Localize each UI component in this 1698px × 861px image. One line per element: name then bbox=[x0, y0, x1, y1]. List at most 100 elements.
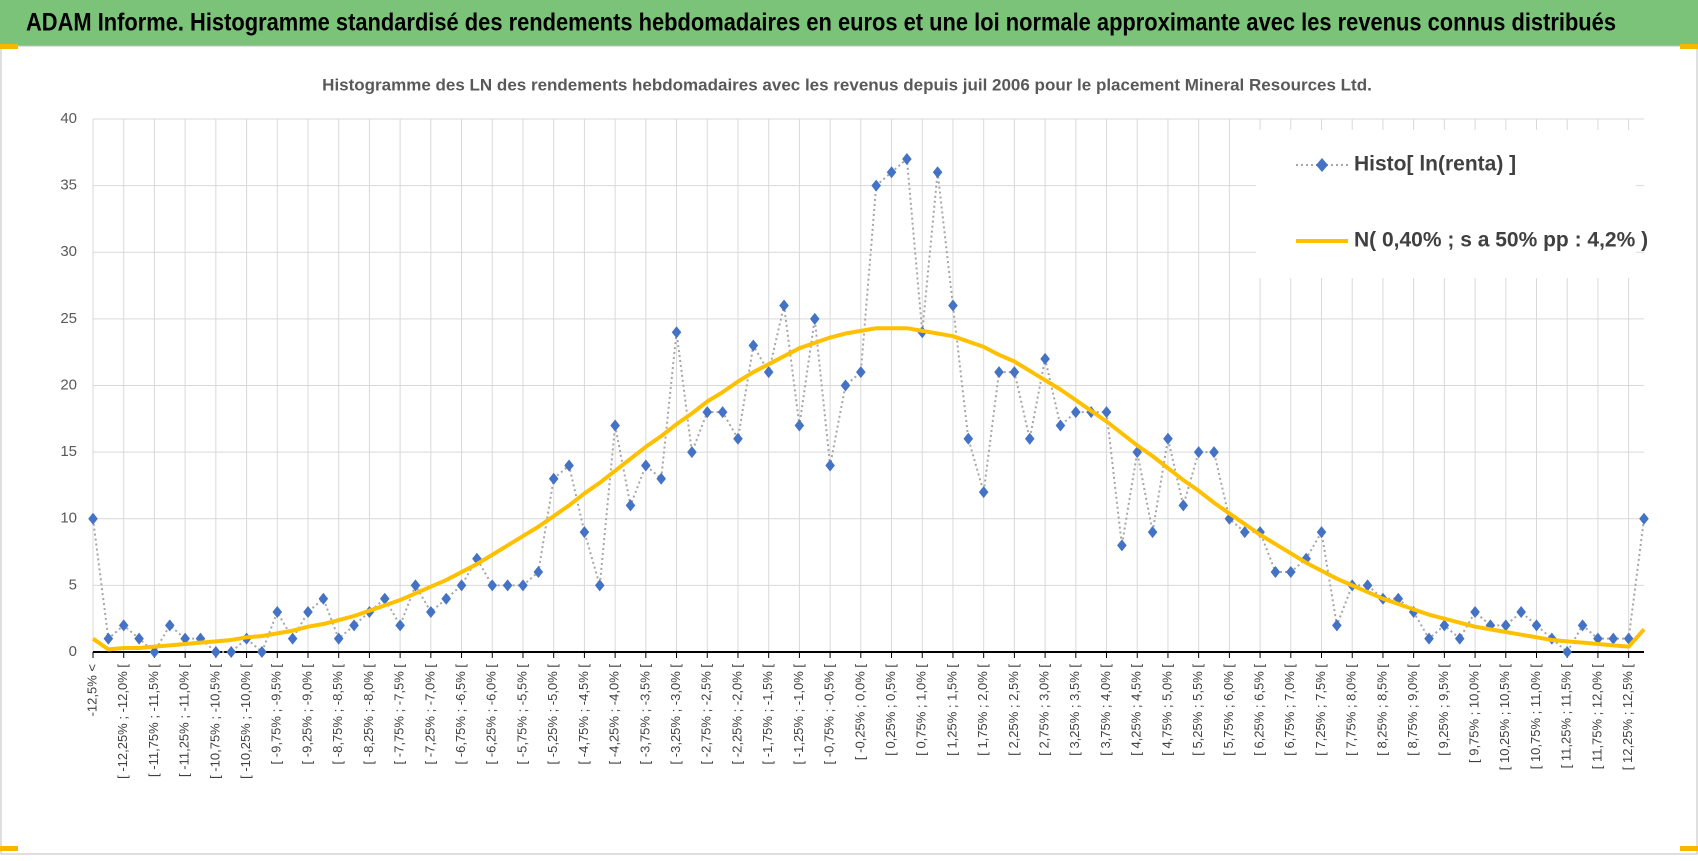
data-point bbox=[318, 592, 329, 605]
x-tick-label: [ -8,75% ; -8,5% [ bbox=[330, 664, 345, 765]
data-point bbox=[1362, 579, 1373, 592]
data-point bbox=[1470, 606, 1480, 619]
x-tick-label: [ 3,25% ; 3,5% [ bbox=[1067, 664, 1082, 756]
data-point bbox=[763, 366, 774, 379]
x-tick-label: [ 5,75% ; 6,0% [ bbox=[1221, 664, 1236, 756]
data-point bbox=[1024, 432, 1035, 445]
x-tick-label: [ 1,75% ; 2,0% [ bbox=[975, 664, 990, 756]
x-tick-label: [ 4,25% ; 4,5% [ bbox=[1129, 664, 1144, 756]
y-tick-label: 40 bbox=[60, 110, 77, 127]
data-point bbox=[1163, 432, 1173, 445]
y-tick-label: 20 bbox=[60, 376, 77, 393]
data-point bbox=[1531, 619, 1542, 632]
x-tick-label: [ -1,25% ; -1,0% [ bbox=[791, 664, 806, 765]
data-point bbox=[687, 446, 697, 459]
x-tick-label: [ 9,25% ; 9,5% [ bbox=[1436, 664, 1451, 756]
corner bbox=[1680, 44, 1698, 49]
data-point bbox=[1178, 499, 1189, 512]
y-tick-label: 35 bbox=[60, 177, 77, 194]
series-line bbox=[91, 326, 1646, 652]
x-tick-label: [ -2,75% ; -2,5% [ bbox=[699, 664, 714, 765]
x-tick-label: [ -4,25% ; -4,0% [ bbox=[607, 664, 622, 765]
x-tick-label: [ 4,75% ; 5,0% [ bbox=[1159, 664, 1174, 756]
data-point bbox=[410, 579, 421, 592]
x-tick-label: [ 5,25% ; 5,5% [ bbox=[1190, 664, 1205, 756]
x-tick-label: [ 12,25% ; 12,5% [ bbox=[1620, 664, 1635, 771]
data-point bbox=[533, 566, 544, 579]
data-point bbox=[671, 326, 682, 339]
data-point bbox=[548, 472, 559, 485]
data-point bbox=[303, 606, 313, 619]
data-point bbox=[272, 606, 283, 619]
data-point bbox=[349, 619, 359, 632]
data-point bbox=[1516, 606, 1526, 619]
data-point bbox=[487, 579, 498, 592]
data-point bbox=[1500, 619, 1511, 632]
data-point bbox=[840, 379, 851, 392]
data-point bbox=[886, 166, 897, 179]
x-tick-label: [ 7,25% ; 7,5% [ bbox=[1313, 664, 1328, 756]
data-point bbox=[118, 619, 129, 632]
data-point bbox=[226, 646, 237, 658]
data-point bbox=[1270, 566, 1281, 579]
x-tick-label: [ -9,25% ; -9,0% [ bbox=[299, 664, 314, 765]
data-point bbox=[656, 472, 666, 485]
y-tick-label: 10 bbox=[60, 510, 77, 527]
x-tick-label: [ 8,75% ; 9,0% [ bbox=[1405, 664, 1420, 756]
data-point bbox=[702, 406, 713, 419]
x-tick-label: [ -11,75% ; -11,5% [ bbox=[146, 664, 161, 777]
x-tick-label: [ 0,75% ; 1,0% [ bbox=[914, 664, 929, 756]
x-tick-label: [ 0,25% ; 0,5% [ bbox=[883, 664, 898, 756]
data-point bbox=[1193, 446, 1204, 459]
data-point bbox=[1055, 419, 1066, 432]
legend-label: Histo[ ln(renta) ] bbox=[1354, 153, 1516, 176]
data-point bbox=[779, 299, 789, 312]
y-tick-label: 5 bbox=[69, 576, 77, 593]
x-tick-label: [ 3,75% ; 4,0% [ bbox=[1098, 664, 1113, 756]
data-point bbox=[1608, 632, 1619, 645]
data-point bbox=[579, 526, 590, 539]
x-tick-label: [ 11,75% ; 12,0% [ bbox=[1589, 664, 1604, 770]
x-tick-label: [ -11,25% ; -11,0% [ bbox=[177, 664, 192, 777]
data-point bbox=[794, 419, 805, 432]
data-point bbox=[809, 312, 820, 325]
data-point bbox=[1562, 646, 1573, 658]
corner bbox=[0, 846, 18, 851]
x-tick-label: [ -0,75% ; -0,5% [ bbox=[822, 664, 837, 765]
x-tick-label: [ -4,75% ; -4,5% [ bbox=[576, 664, 591, 765]
data-point bbox=[994, 366, 1004, 379]
x-tick-label: [ -10,75% ; -10,5% [ bbox=[207, 664, 222, 779]
data-point bbox=[1286, 566, 1296, 579]
x-tick-label: [ 11,25% ; 11,5% [ bbox=[1559, 664, 1574, 769]
legend-box bbox=[1256, 130, 1636, 278]
x-tick-label: [ -7,25% ; -7,0% [ bbox=[422, 664, 437, 765]
data-point bbox=[1239, 526, 1250, 539]
data-point bbox=[1040, 352, 1050, 365]
x-tick-label: [ -5,75% ; -5,5% [ bbox=[514, 664, 529, 765]
data-point bbox=[825, 459, 835, 472]
x-tick-label: [ 6,25% ; 6,5% [ bbox=[1252, 664, 1267, 756]
x-tick-label: [ -8,25% ; -8,0% [ bbox=[361, 664, 376, 765]
corner bbox=[0, 44, 18, 49]
x-tick-label: [ -10,25% ; -10,0% [ bbox=[238, 664, 253, 779]
x-tick-label: [ -9,75% ; -9,5% [ bbox=[269, 664, 284, 765]
x-tick-label: [ -12,25% ; -12,0% [ bbox=[115, 664, 130, 779]
legend-label: N( 0,40% ; s a 50% pp : 4,2% ) bbox=[1354, 229, 1648, 252]
x-tick-label: [ -6,25% ; -6,0% [ bbox=[484, 664, 499, 765]
data-point bbox=[502, 579, 513, 592]
data-point bbox=[733, 432, 743, 445]
series-line bbox=[92, 157, 1645, 653]
x-tick-label: [ 9,75% ; 10,0% [ bbox=[1467, 664, 1482, 763]
y-tick-label: 15 bbox=[60, 443, 77, 460]
x-tick-label: [ -7,75% ; -7,5% [ bbox=[392, 664, 407, 765]
x-tick-label: [ -1,75% ; -1,5% [ bbox=[760, 664, 775, 765]
data-point bbox=[932, 166, 943, 179]
data-point bbox=[717, 406, 728, 419]
x-tick-label: [ 8,25% ; 8,5% [ bbox=[1374, 664, 1389, 756]
data-point bbox=[902, 152, 912, 165]
data-point bbox=[856, 366, 866, 379]
data-point bbox=[1424, 632, 1434, 645]
data-point bbox=[610, 419, 620, 432]
corner bbox=[1680, 846, 1698, 851]
